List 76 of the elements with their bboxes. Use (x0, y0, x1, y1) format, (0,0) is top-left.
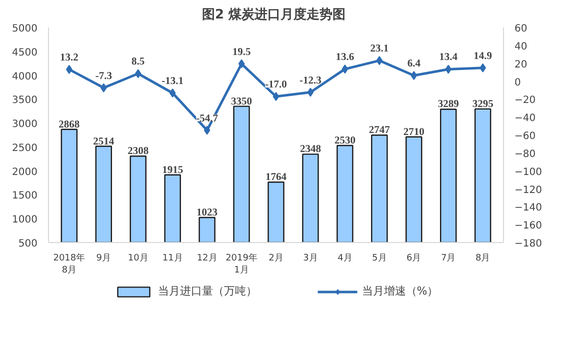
x-tick-label: 5月 (372, 254, 387, 264)
y2-tick-label: −160 (514, 220, 542, 232)
data-label: 6.4 (407, 58, 422, 70)
y2-tick-label: −60 (514, 131, 536, 142)
data-label: -12.3 (300, 75, 322, 86)
legend-label: 当月进口量（万吨） (158, 284, 257, 298)
point (376, 56, 383, 66)
point (307, 88, 314, 97)
x-tick-label: 8月 (475, 254, 490, 264)
point (204, 126, 210, 135)
point (169, 88, 176, 98)
y2-tick-label: 20 (514, 59, 528, 70)
y2-tick-label: −80 (514, 148, 536, 160)
data-label: 13.2 (60, 52, 78, 64)
x-tick-label: 4月 (338, 254, 352, 264)
data-label: 13.6 (336, 52, 354, 64)
y2-tick-label: −40 (514, 113, 536, 124)
y2-tick-label: −100 (514, 166, 542, 178)
data-label: 1764 (266, 172, 288, 184)
x-tick-label: 2019年 1月 (226, 252, 258, 276)
data-label: 23.1 (370, 44, 389, 55)
data-label: -17.0 (265, 79, 287, 90)
data-label: -7.3 (95, 70, 112, 82)
data-label: 1915 (162, 164, 184, 176)
y-tick-label: 2500 (12, 142, 38, 154)
point (272, 92, 280, 101)
x-tick-label: 9月 (96, 254, 112, 264)
data-label: 2710 (403, 126, 424, 138)
y-tick-label: 3000 (12, 119, 38, 130)
x-tick-label: 7月 (440, 254, 456, 264)
x-tick-label: 12月 (196, 254, 218, 264)
data-label: 13.4 (439, 52, 458, 64)
point (134, 69, 142, 78)
data-label: 19.5 (232, 46, 251, 58)
y-tick-label: 4500 (12, 47, 38, 58)
y-tick-label: 4000 (12, 71, 38, 82)
y-tick-label: 1000 (12, 214, 38, 226)
data-label: 2348 (300, 144, 321, 156)
x-tick-label: 10月 (128, 254, 148, 264)
point (100, 83, 107, 92)
data-label: -54.7 (196, 113, 218, 124)
data-label: 1023 (196, 208, 218, 219)
data-label: 3295 (472, 98, 494, 110)
data-label: 2747 (368, 125, 390, 136)
data-label: 2868 (58, 119, 80, 130)
y-tick-label: 5000 (12, 24, 38, 34)
data-label: 2514 (93, 136, 115, 148)
chart-title: 图2 煤炭进口月度走势图 (202, 6, 346, 22)
y2-tick-label: 40 (514, 41, 528, 52)
y2-tick-label: −120 (514, 184, 542, 196)
y2-tick-label: −180 (514, 238, 542, 250)
x-tick-label: 11月 (162, 254, 183, 264)
y-tick-label: 3500 (12, 95, 38, 106)
point (410, 71, 418, 80)
data-label: 8.5 (132, 56, 145, 68)
y2-tick-label: 0 (514, 77, 521, 88)
point (238, 59, 245, 68)
data-label: 2530 (334, 136, 356, 147)
x-tick-label: 6月 (406, 254, 422, 264)
y2-tick-label: −140 (514, 202, 542, 214)
data-label: -13.1 (162, 76, 184, 87)
x-tick-label: 2018年 8月 (53, 252, 86, 276)
data-label: 3289 (438, 99, 459, 110)
data-label: 3350 (231, 96, 252, 108)
y-tick-label: 2000 (12, 166, 38, 178)
point (342, 64, 348, 74)
x-tick-label: 2月 (268, 254, 284, 264)
y-tick-label: 1500 (12, 190, 38, 202)
y-tick-label: 500 (18, 238, 38, 250)
data-label: 2308 (128, 146, 149, 158)
y2-tick-label: −20 (514, 95, 536, 106)
y2-tick-label: 60 (514, 24, 528, 34)
legend-label: 当月增速（%） (362, 284, 438, 298)
point (445, 64, 452, 74)
data-label: 14.9 (474, 50, 492, 62)
x-tick-label: 3月 (303, 254, 318, 264)
